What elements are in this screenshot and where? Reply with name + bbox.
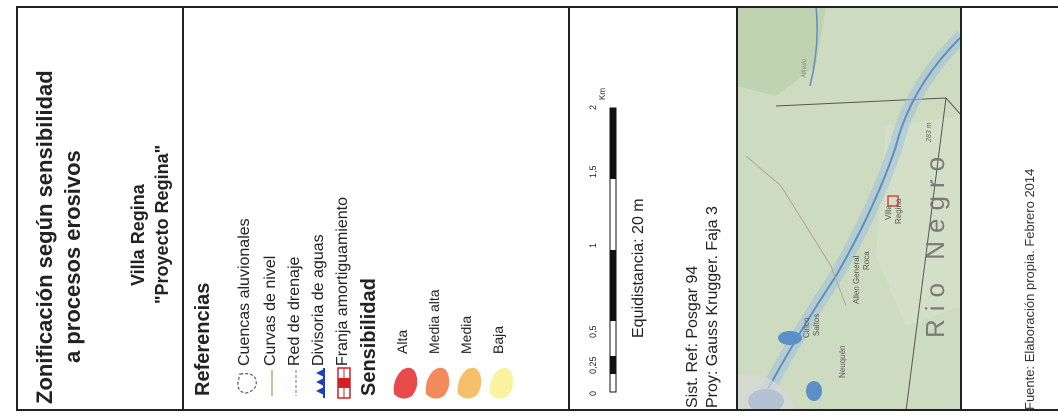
map-canvas (738, 8, 960, 409)
map-title-line1: Zonificación según sensibilidad (32, 70, 57, 404)
legend-panel: Referencias Cuencas aluvionales Curvas d… (182, 6, 570, 411)
sensitivity-swatch-media (457, 367, 482, 399)
map-label-neuquen: Neuquén (838, 345, 847, 378)
scale-tick-label: 2 (588, 104, 598, 110)
place-name-line2: "Proyecto Regina" (152, 144, 172, 304)
map-title-line2: a procesos erosivos (60, 150, 85, 363)
scale-unit: Km (598, 88, 607, 100)
location-map: Rio Negro Villa Regina Allen General Roc… (736, 6, 962, 411)
map-label-cinco-saltos-1: Cinco (802, 317, 811, 338)
reference-system: Sist. Ref: Posgar 94 (684, 265, 701, 408)
tan-line-icon (271, 370, 273, 396)
sensitivity-swatch-media-alta (425, 367, 450, 399)
legend-item-label: Cuencas aluvionales (236, 218, 253, 366)
place-name-line1: Villa Regina (128, 184, 148, 286)
red-buffer-line-icon (337, 367, 351, 399)
map-label-cinco-saltos-2: Saltos (812, 313, 821, 336)
map-label-province: Rio Negro (920, 148, 950, 338)
sensitivity-swatch-baja (489, 367, 514, 399)
map-label-villa-regina-1: Villa (884, 205, 893, 220)
blue-triangles-line-icon (316, 368, 325, 398)
scale-tick-label: 0 (588, 390, 598, 396)
scale-tick-label: 1,5 (588, 165, 598, 178)
legend-item-label: Franja amortiguamiento (334, 197, 351, 366)
dashed-outline-icon (237, 372, 257, 394)
map-label-general-roca-1: Allen General (852, 255, 861, 304)
map-label-villa-regina-2: Regina (894, 198, 903, 224)
map-label-general-roca-2: Roca (862, 251, 871, 270)
legend-heading: Referencias (192, 282, 214, 396)
dashed-blue-line-icon (295, 370, 297, 396)
scale-tick-label: 1 (588, 242, 598, 248)
scale-tick-label: 0,25 (588, 356, 598, 374)
sensitivity-heading: Sensibilidad (358, 278, 380, 396)
sensitivity-swatch-alta (393, 367, 418, 399)
sensitivity-label: Media alta (426, 289, 442, 354)
scale-bar (609, 107, 617, 393)
equidistance-label: Equidistancia: 20 m (630, 198, 647, 338)
sensitivity-label: Alta (394, 329, 410, 354)
title-panel: Zonificación según sensibilidad a proces… (16, 6, 184, 411)
sensitivity-label: Media (458, 315, 474, 354)
legend-item-label: Curvas de nivel (262, 255, 279, 366)
source-text: Fuente: Elaboración propia. Febrero 2014 (1022, 168, 1037, 410)
source-panel: Fuente: Elaboración propia. Febrero 2014 (960, 6, 1058, 411)
scale-panel: 0 0,25 0,5 1 1,5 2 Km Equidistancia: 20 … (568, 6, 738, 411)
legend-item-label: Divisoria de aguas (310, 234, 327, 366)
map-label-elevation: 283 m (926, 122, 933, 142)
legend-item-label: Red de drenaje (286, 256, 303, 366)
map-label-road: Alfredo (802, 58, 808, 78)
projection: Proy: Gauss Krugger. Faja 3 (704, 206, 721, 408)
scale-tick-label: 0,5 (588, 325, 598, 338)
sensitivity-label: Baja (490, 325, 506, 354)
